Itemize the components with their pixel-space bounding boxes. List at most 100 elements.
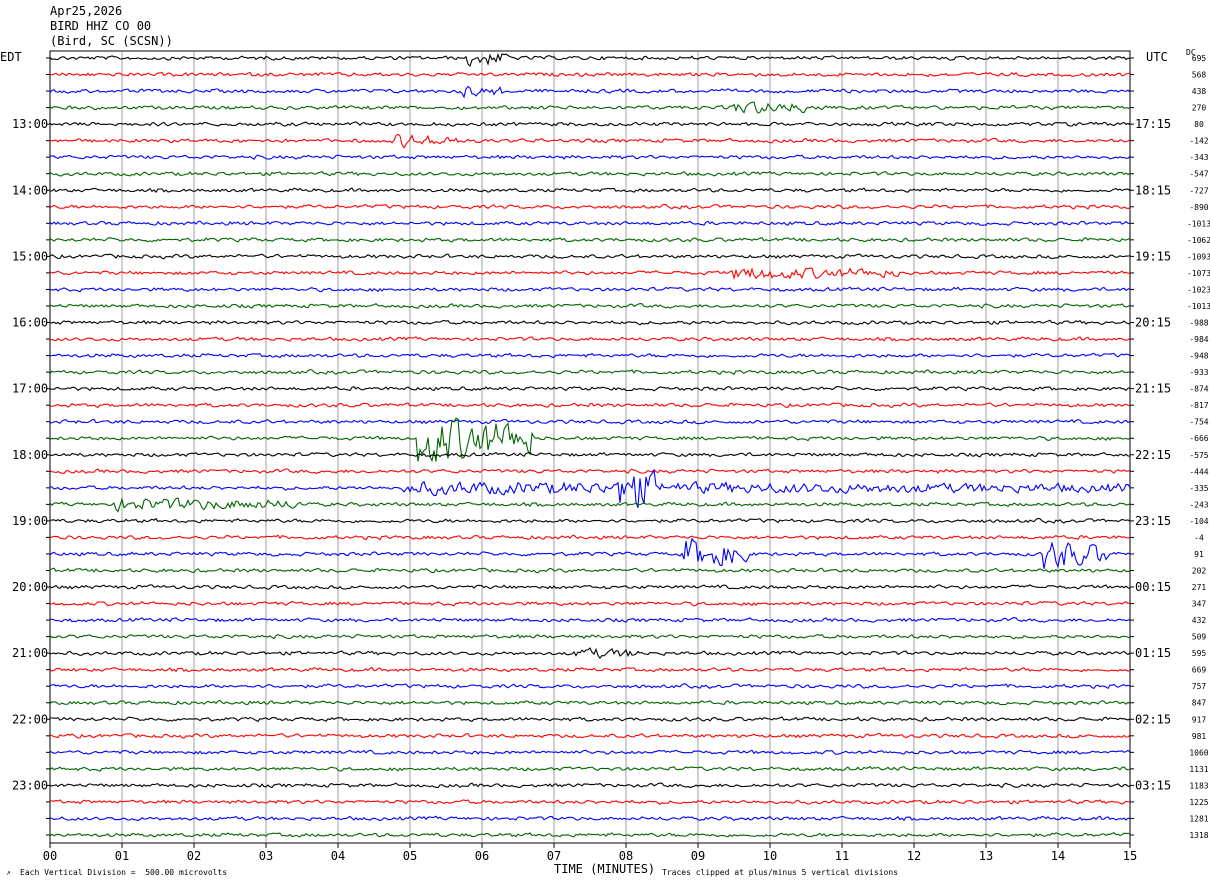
dc-offset-label: 438	[1192, 87, 1207, 96]
seismic-trace	[49, 187, 1131, 193]
right-hour-label: 22:15	[1135, 448, 1171, 462]
seismic-trace	[49, 567, 1131, 574]
dc-offset-label: -1023	[1187, 285, 1210, 294]
left-hour-label: 23:00	[12, 778, 48, 792]
seismic-trace	[49, 799, 1130, 805]
dc-offset-label: -1062	[1187, 236, 1210, 245]
seismic-trace	[49, 451, 1131, 458]
dc-offset-label: 1060	[1189, 748, 1208, 757]
seismic-trace	[49, 85, 1131, 99]
dc-offset-label: -335	[1189, 484, 1208, 493]
dc-offset-label: 917	[1192, 715, 1207, 724]
dc-offset-label: -104	[1189, 517, 1208, 526]
plot-date: Apr25,2026	[50, 4, 123, 18]
right-hour-label: 23:15	[1135, 514, 1171, 528]
seismic-trace	[49, 203, 1131, 210]
dc-offset-label: -1073	[1187, 269, 1210, 278]
dc-offset-label: -142	[1189, 137, 1208, 146]
dc-offset-label: 669	[1192, 666, 1207, 675]
seismic-trace	[49, 154, 1131, 161]
clip-note: Traces clipped at plus/minus 5 vertical …	[662, 868, 899, 877]
seismic-trace	[49, 832, 1131, 838]
dc-offset-label: -817	[1189, 401, 1208, 410]
seismic-trace	[49, 253, 1131, 260]
dc-offset-label: -575	[1189, 451, 1208, 460]
dc-offset-label: -933	[1189, 368, 1208, 377]
seismic-trace	[49, 336, 1131, 342]
seismic-trace	[49, 121, 1131, 127]
dc-offset-label: -1093	[1187, 252, 1210, 261]
dc-offset-label: -754	[1189, 418, 1208, 427]
seismic-trace	[49, 386, 1131, 392]
dc-offset-label: 595	[1192, 649, 1207, 658]
dc-offset-label: 695	[1192, 54, 1207, 63]
x-tick-label: 05	[403, 849, 417, 863]
x-tick-label: 15	[1123, 849, 1137, 863]
seismic-trace	[49, 468, 1131, 508]
dc-offset-label: -874	[1189, 385, 1208, 394]
left-hour-label: 16:00	[12, 316, 48, 330]
dc-offset-label: -444	[1189, 467, 1208, 476]
right-hour-label: 19:15	[1135, 249, 1171, 263]
dc-offset-label: -988	[1189, 319, 1208, 328]
seismic-trace	[49, 537, 1131, 569]
left-hour-label: 14:00	[12, 183, 48, 197]
dc-offset-label: 347	[1192, 600, 1207, 609]
seismic-trace	[49, 617, 1131, 623]
dc-offset-label: -666	[1189, 434, 1208, 443]
seismic-trace	[50, 71, 1131, 78]
dc-offset-label: 1318	[1189, 831, 1208, 840]
seismic-trace	[49, 584, 1131, 590]
right-hour-label: 02:15	[1135, 712, 1171, 726]
seismic-trace	[49, 402, 1131, 409]
x-tick-label: 02	[187, 849, 201, 863]
x-axis-label: TIME (MINUTES)	[554, 862, 656, 876]
dc-offset-label: -948	[1189, 352, 1208, 361]
left-hour-label: 15:00	[12, 249, 48, 263]
dc-offset-label: 1281	[1189, 814, 1208, 823]
x-tick-label: 03	[259, 849, 273, 863]
dc-offset-label: 981	[1192, 732, 1207, 741]
left-timezone-label: EDT	[0, 50, 22, 64]
seismic-trace	[49, 418, 1131, 425]
dc-offset-label: 568	[1192, 71, 1207, 80]
left-hour-label: 13:00	[12, 117, 48, 131]
left-hour-label: 22:00	[12, 712, 48, 726]
dc-offset-label: 1183	[1189, 781, 1208, 790]
seismic-trace	[49, 647, 1131, 660]
seismic-trace	[50, 600, 1131, 607]
seismic-trace	[49, 517, 1131, 524]
station-location: (Bird, SC (SCSN))	[50, 34, 173, 48]
right-hour-label: 00:15	[1135, 580, 1171, 594]
seismic-trace	[49, 683, 1131, 690]
x-tick-label: 01	[115, 849, 129, 863]
dc-offset-label: 1225	[1189, 798, 1208, 807]
seismic-trace	[49, 303, 1131, 309]
seismic-trace	[49, 52, 1131, 67]
dc-offset-label: -547	[1189, 170, 1208, 179]
right-timezone-label: UTC	[1146, 50, 1168, 64]
dc-offset-label: -727	[1189, 186, 1208, 195]
station-name: BIRD HHZ CO 00	[50, 19, 152, 33]
dc-offset-label: -1013	[1187, 302, 1210, 311]
scale-icon: ↗	[6, 868, 11, 877]
dc-offset-label: 271	[1192, 583, 1207, 592]
seismic-trace	[49, 170, 1131, 177]
x-tick-label: 12	[907, 849, 921, 863]
left-hour-label: 21:00	[12, 646, 48, 660]
dc-offset-label: 202	[1192, 566, 1207, 575]
right-hour-label: 21:15	[1135, 382, 1171, 396]
x-tick-label: 06	[475, 849, 489, 863]
dc-offset-label: 91	[1194, 550, 1204, 559]
seismic-trace	[49, 101, 1131, 114]
left-hour-label: 17:00	[12, 382, 48, 396]
dc-offset-label: 432	[1192, 616, 1207, 625]
seismic-trace	[49, 417, 1131, 463]
seismic-trace	[49, 749, 1131, 755]
dc-offset-label: -890	[1189, 203, 1208, 212]
dc-offset-label: -4	[1194, 533, 1204, 542]
dc-offset-label: -343	[1189, 153, 1208, 162]
x-tick-label: 04	[331, 849, 345, 863]
seismic-trace	[49, 497, 1131, 513]
